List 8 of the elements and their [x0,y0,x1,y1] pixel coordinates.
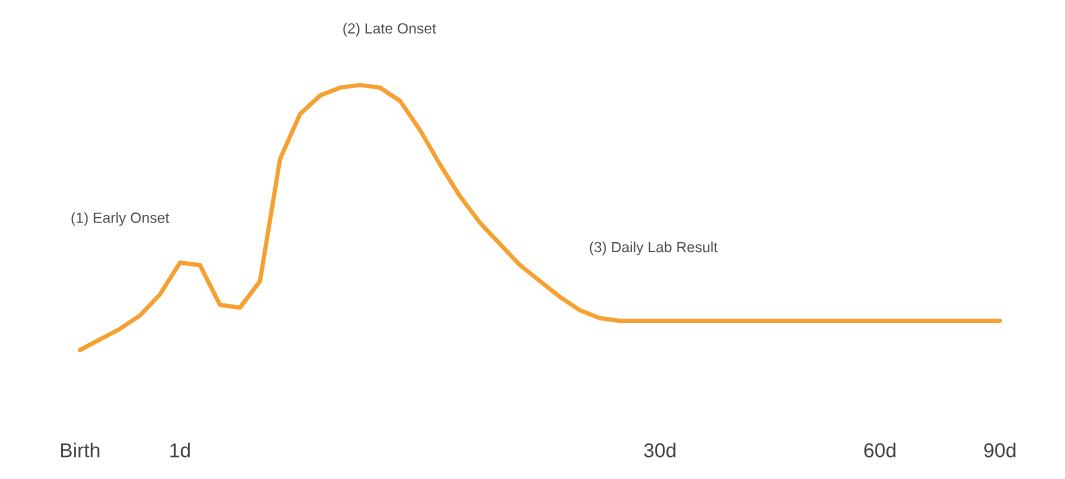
x-tick-label: 60d [864,442,896,458]
annotation: (1) Early Onset [71,212,170,226]
text: (2) Late Onset [343,22,437,37]
x-tick-label: 30d [644,442,676,458]
annotation: (3) Daily Lab Result [589,241,718,256]
x-tick-label: Birth [61,442,100,458]
x-tick-label: 1d [170,442,190,458]
x-tick-label: 90d [984,442,1016,458]
